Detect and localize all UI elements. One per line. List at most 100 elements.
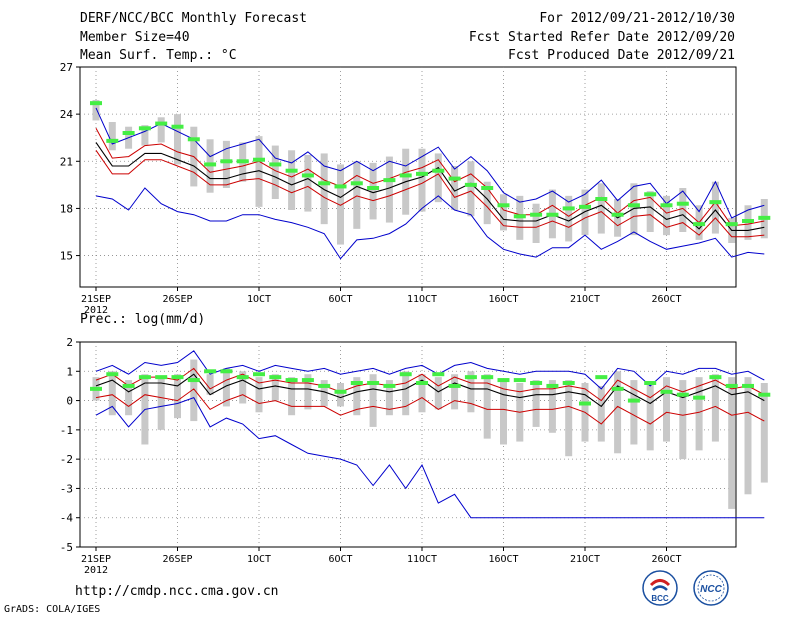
variable-label: Mean Surf. Temp.: °C <box>80 48 237 63</box>
prec-panel: -5 -4 -3 -2 -1 0 1 2 21SEP 26SEP 1OCT 6OCT 11OCT 16OC… <box>60 312 771 576</box>
temp-spread-bar <box>532 203 540 243</box>
prec-line-p10 <box>95 388 765 425</box>
temp-spread-bar <box>353 161 361 229</box>
source-url[interactable]: http://cmdp.ncc.cma.gov.cn <box>75 584 279 599</box>
prec-xtick-label: 6OCT <box>328 554 352 565</box>
temp-marker <box>627 203 640 208</box>
temp-spread-bar <box>565 195 573 242</box>
temp-spread-bar <box>711 181 719 234</box>
temp-xtick-label: 26SEP <box>162 294 192 305</box>
temp-spread-bar <box>222 140 230 188</box>
temp-spread-bar <box>92 100 100 121</box>
temp-spread-bar <box>288 150 296 210</box>
prec-marker <box>416 381 428 385</box>
temp-marker <box>253 157 265 162</box>
prec-line-p90 <box>95 367 765 402</box>
temp-ytick-label: 15 <box>60 250 73 263</box>
prec-spread-bar <box>434 377 442 410</box>
prec-spread-bar <box>239 371 247 404</box>
prec-spread-bar <box>271 374 279 401</box>
temp-spread-bar <box>630 183 638 236</box>
prec-marker <box>106 372 119 377</box>
temp-marker <box>350 181 363 186</box>
temp-frame <box>79 66 737 288</box>
prec-spread-bar <box>206 374 214 395</box>
prec-marker <box>301 378 314 383</box>
temp-ytick-label: 27 <box>60 61 73 74</box>
temp-xtick-label: 21SEP <box>81 294 111 305</box>
temp-spread-bar <box>108 122 116 151</box>
temp-marker <box>676 201 689 206</box>
prec-spread-bar <box>548 380 556 433</box>
ncc-logo: NCC <box>693 570 729 606</box>
temp-spread-bar <box>500 194 507 231</box>
prec-spread-bar <box>369 374 377 427</box>
prec-marker <box>676 392 689 397</box>
temp-spread-bar <box>679 188 687 232</box>
temp-spread-bar <box>174 114 181 165</box>
temp-ytick-label: 18 <box>60 202 73 215</box>
prec-spread-bar <box>565 380 573 457</box>
prec-ytick-label: -3 <box>60 482 73 495</box>
temp-marker <box>448 176 461 181</box>
prec-marker <box>595 375 608 380</box>
prec-spread-bar <box>353 377 361 416</box>
prec-marker <box>448 383 461 388</box>
temp-marker <box>301 173 314 178</box>
prec-marker <box>367 381 380 385</box>
prec-xtick-label: 21SEP <box>81 554 111 565</box>
prec-marker <box>220 369 233 374</box>
prec-marker <box>579 401 591 406</box>
prec-ytick-label: -4 <box>60 512 74 525</box>
temp-spread-bar <box>581 189 589 236</box>
temp-marker <box>138 126 151 131</box>
temp-spread-bar <box>141 125 149 146</box>
temp-marker <box>611 212 624 217</box>
temp-marker <box>546 212 559 217</box>
temp-spread-bar <box>451 166 459 210</box>
prec-ytick-label: -2 <box>60 453 73 466</box>
temp-spread-bar <box>418 148 426 212</box>
prec-spread-bar <box>614 371 622 454</box>
temp-ytick-label: 24 <box>60 108 74 121</box>
prec-marker <box>530 381 543 385</box>
temp-marker <box>236 159 249 164</box>
temp-marker <box>530 212 543 217</box>
temp-marker <box>204 162 217 167</box>
prec-spread-bar <box>663 377 670 442</box>
prec-marker <box>513 378 526 383</box>
temp-spread-bar <box>255 136 263 207</box>
prec-marker <box>122 383 135 388</box>
prec-ytick-label: 0 <box>66 395 73 408</box>
temp-marker <box>725 222 738 227</box>
temp-panel: 15 18 21 24 27 21SEP 26SEP 1OCT 6OCT 11OCT 16OCT 21… <box>60 61 771 316</box>
temp-xtick-label: 21OCT <box>570 294 600 305</box>
temp-spread-bar <box>467 161 475 217</box>
temp-spread-bar <box>337 164 344 245</box>
prec-marker <box>481 375 494 380</box>
temp-marker <box>595 197 608 201</box>
temp-xtick-label: 6OCT <box>328 294 352 305</box>
prec-ytick-label: 1 <box>66 365 73 378</box>
prec-spread-bar <box>467 371 475 413</box>
temp-marker <box>562 206 575 211</box>
prec-marker <box>432 372 445 377</box>
temp-marker <box>644 192 657 197</box>
temp-xtick-label: 11OCT <box>407 294 437 305</box>
prec-marker <box>725 383 738 388</box>
prec-frame <box>79 341 737 548</box>
prec-marker <box>627 398 640 403</box>
temp-marker <box>660 203 673 208</box>
logos: BCC NCC <box>642 570 729 606</box>
prec-spread-bar <box>255 377 263 413</box>
temp-marker <box>399 173 412 178</box>
temp-marker <box>318 181 331 186</box>
prec-spread-bar <box>532 380 540 427</box>
prec-spread-bar <box>695 377 703 451</box>
temp-marker <box>220 159 233 164</box>
prec-marker <box>399 372 412 377</box>
prec-spread-bar <box>744 377 752 495</box>
prec-marker <box>155 375 168 380</box>
temp-marker <box>497 203 510 208</box>
prec-spread-bar <box>597 385 605 442</box>
